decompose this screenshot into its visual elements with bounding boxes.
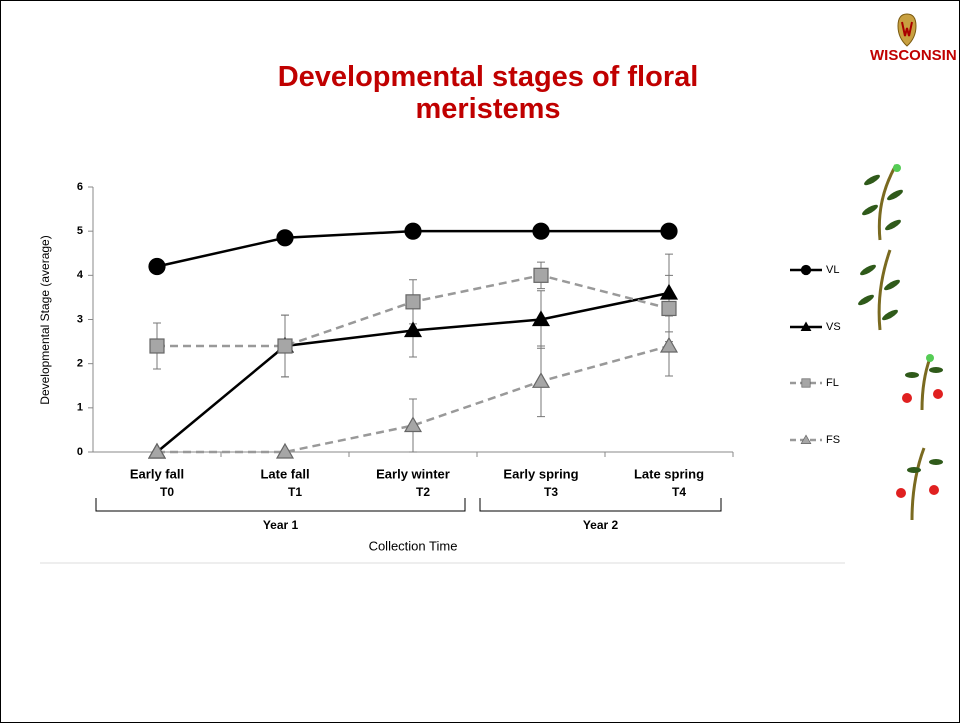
y-axis-label: Developmental Stage (average) xyxy=(38,235,52,404)
group-bracket xyxy=(95,498,466,512)
legend-label: FL xyxy=(826,377,839,389)
marker xyxy=(404,222,422,240)
y-tick-label: 2 xyxy=(77,358,83,370)
x-axis-label: Collection Time xyxy=(369,538,458,553)
y-tick-label: 6 xyxy=(77,181,83,193)
marker xyxy=(661,300,677,317)
marker xyxy=(660,222,678,240)
marker xyxy=(277,338,293,354)
legend-label: FS xyxy=(826,434,840,446)
logo: WISCONSIN xyxy=(870,13,957,64)
marker xyxy=(147,442,167,459)
x-tick-code: T4 xyxy=(672,485,686,499)
y-tick-label: 0 xyxy=(77,446,83,458)
x-tick-label: Early fall xyxy=(130,466,184,481)
group-label: Year 2 xyxy=(583,518,619,532)
x-tick-code: T2 xyxy=(416,485,430,499)
legend-marker xyxy=(800,264,812,276)
legend-marker xyxy=(800,321,812,331)
marker xyxy=(531,372,551,388)
legend-marker xyxy=(800,434,812,444)
x-tick-label: Late spring xyxy=(634,466,704,481)
marker xyxy=(533,267,549,283)
logo-text: WISCONSIN xyxy=(870,47,957,64)
plant-images xyxy=(858,164,943,521)
plant-stem xyxy=(877,249,892,331)
x-tick-label: Early winter xyxy=(376,466,450,481)
series-line xyxy=(157,344,670,454)
y-tick-label: 3 xyxy=(77,313,83,325)
y-tick-label: 4 xyxy=(77,269,84,281)
legend-marker xyxy=(801,378,811,388)
x-tick-label: Late fall xyxy=(260,466,309,481)
x-tick-code: T1 xyxy=(288,485,302,499)
marker xyxy=(276,229,294,247)
marker xyxy=(659,336,679,353)
marker xyxy=(403,321,423,338)
x-tick-code: T3 xyxy=(544,485,558,499)
plant-stem xyxy=(910,447,926,521)
group-label: Year 1 xyxy=(263,518,299,532)
y-tick-label: 5 xyxy=(77,225,83,237)
x-tick-label: Early spring xyxy=(503,466,578,481)
marker xyxy=(148,257,166,276)
logo-w xyxy=(901,21,913,37)
marker xyxy=(403,416,423,433)
marker xyxy=(149,338,165,354)
plant-stem xyxy=(877,164,898,241)
marker xyxy=(531,310,551,327)
marker xyxy=(275,442,295,459)
marker xyxy=(659,283,679,300)
plot: 0 1 2 3 4 5 6 Early fall T0 Late fall T1 Early wint… xyxy=(77,181,841,532)
marker xyxy=(405,294,421,310)
x-tick-code: T0 xyxy=(160,485,174,499)
legend-label: VS xyxy=(826,321,841,333)
legend-label: VL xyxy=(826,264,839,276)
marker xyxy=(532,222,550,240)
slide-title: Developmental stages of floral meristems xyxy=(278,61,699,125)
y-tick-label: 1 xyxy=(77,402,83,414)
group-bracket xyxy=(479,498,722,512)
